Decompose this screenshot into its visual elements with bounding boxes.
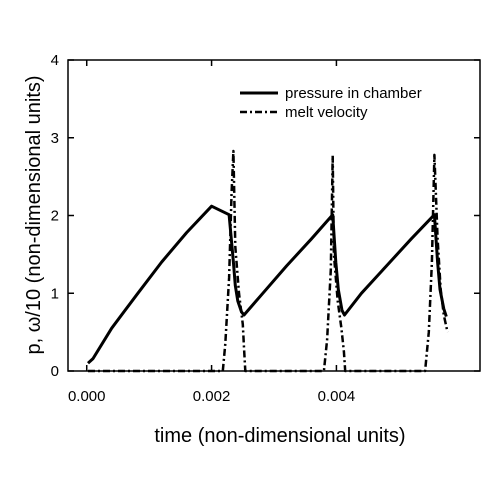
legend-label-pressure: pressure in chamber	[285, 85, 422, 102]
legend: pressure in chamber melt velocity	[240, 85, 422, 121]
y-tick-label: 3	[51, 130, 59, 147]
x-axis-title: time (non-dimensional units)	[154, 425, 405, 447]
x-tick-label: 0.002	[193, 388, 231, 405]
plot-frame	[67, 59, 481, 372]
series-lines	[86, 149, 449, 373]
series-line-melt-velocity	[88, 149, 449, 373]
x-tick-label: 0.000	[68, 388, 106, 405]
y-tick-label: 0	[51, 363, 59, 380]
legend-label-melt-velocity: melt velocity	[285, 104, 368, 121]
x-axis-ticks: 0.000 0.002 0.004	[68, 60, 355, 405]
y-axis-ticks: 0 1 2 3 4	[51, 52, 480, 380]
y-tick-label: 4	[51, 52, 59, 69]
y-axis-title: p, ω/10 (non-dimensional units)	[23, 75, 45, 354]
y-tick-label: 1	[51, 285, 59, 302]
series-line-pressure	[86, 204, 448, 365]
x-tick-label: 0.004	[318, 388, 356, 405]
y-tick-label: 2	[51, 208, 59, 225]
